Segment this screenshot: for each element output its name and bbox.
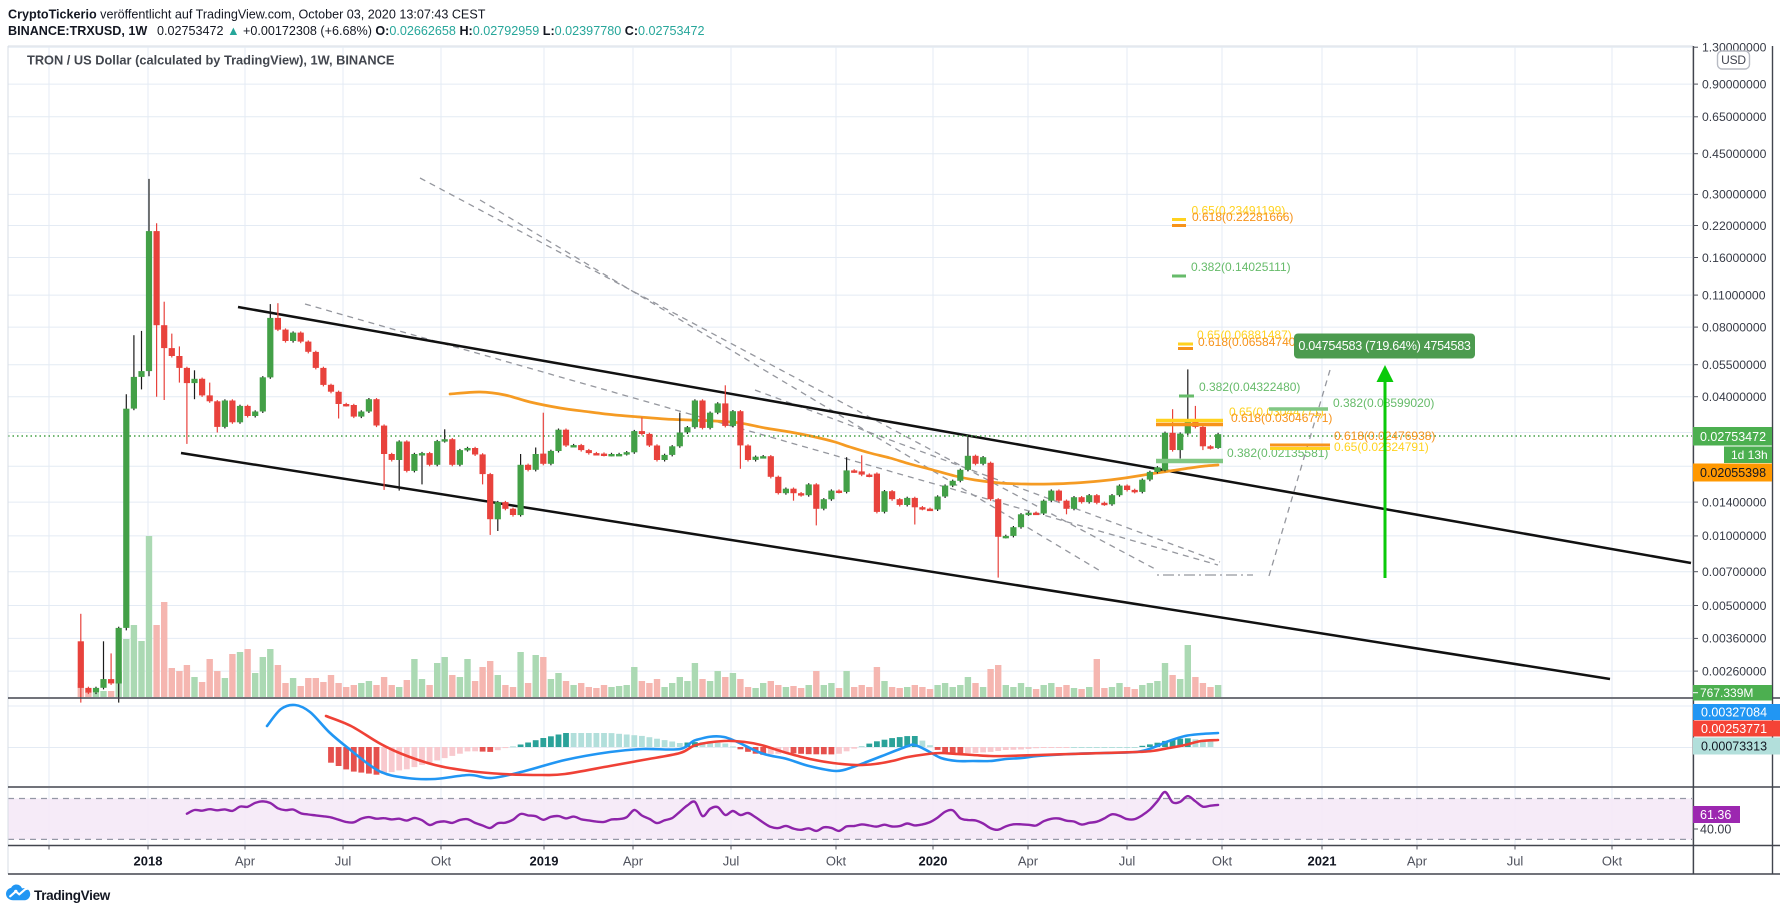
svg-text:0.01000000: 0.01000000	[1702, 529, 1767, 543]
svg-text:TRON / US Dollar (calculated b: TRON / US Dollar (calculated by TradingV…	[27, 53, 395, 68]
svg-text:0.11000000: 0.11000000	[1702, 288, 1766, 302]
svg-text:0.618(0.22281666): 0.618(0.22281666)	[1192, 210, 1293, 224]
svg-text:Apr: Apr	[235, 854, 256, 869]
svg-text:Jul: Jul	[335, 854, 352, 869]
svg-text:0.04000000: 0.04000000	[1702, 390, 1767, 404]
svg-text:0.00700000: 0.00700000	[1702, 565, 1767, 579]
svg-text:61.36: 61.36	[1700, 808, 1731, 822]
svg-text:Jul: Jul	[1119, 854, 1136, 869]
svg-text:0.382(0.14025111): 0.382(0.14025111)	[1191, 260, 1291, 274]
svg-text:0.00073313: 0.00073313	[1701, 740, 1767, 754]
svg-text:0.05500000: 0.05500000	[1702, 358, 1767, 372]
svg-text:0.01400000: 0.01400000	[1702, 495, 1767, 509]
svg-text:Okt: Okt	[1602, 854, 1623, 869]
svg-text:CryptoTickerio veröffentlicht: CryptoTickerio veröffentlicht auf Tradin…	[8, 8, 486, 22]
svg-text:0.90000000: 0.90000000	[1702, 77, 1767, 91]
svg-text:0.00260000: 0.00260000	[1702, 664, 1767, 678]
svg-text:0.00360000: 0.00360000	[1702, 632, 1767, 646]
svg-text:2019: 2019	[530, 854, 559, 869]
svg-text:0.02753472: 0.02753472	[1700, 430, 1766, 444]
svg-text:0.00500000: 0.00500000	[1702, 599, 1767, 613]
svg-text:0.618(0.03046771): 0.618(0.03046771)	[1231, 411, 1332, 425]
svg-text:0.30000000: 0.30000000	[1702, 188, 1767, 202]
svg-text:Okt: Okt	[1212, 854, 1233, 869]
svg-text:USD: USD	[1721, 53, 1746, 67]
svg-text:0.65(0.23491199): 0.65(0.23491199)	[1192, 204, 1286, 218]
svg-text:1d 13h: 1d 13h	[1731, 448, 1768, 462]
svg-text:0.65(0.02324791): 0.65(0.02324791)	[1334, 440, 1429, 454]
svg-text:BINANCE:TRXUSD, 1W 0.02753472: BINANCE:TRXUSD, 1W 0.02753472 ▲ +0.00172…	[8, 24, 705, 38]
svg-text:2018: 2018	[134, 854, 163, 869]
svg-text:Apr: Apr	[623, 854, 644, 869]
svg-text:2021: 2021	[1308, 854, 1337, 869]
svg-text:0.65000000: 0.65000000	[1702, 110, 1767, 124]
svg-text:0.00253771: 0.00253771	[1701, 722, 1767, 736]
svg-text:0.16000000: 0.16000000	[1702, 251, 1767, 265]
svg-text:Okt: Okt	[826, 854, 847, 869]
svg-text:2020: 2020	[919, 854, 948, 869]
svg-text:0.618(0.06584740): 0.618(0.06584740)	[1198, 335, 1299, 349]
svg-text:0.02055398: 0.02055398	[1700, 466, 1766, 480]
svg-text:Apr: Apr	[1018, 854, 1039, 869]
svg-text:767.339M: 767.339M	[1700, 686, 1753, 700]
svg-text:1.30000000: 1.30000000	[1702, 41, 1767, 55]
svg-text:0.00327084: 0.00327084	[1701, 706, 1767, 720]
svg-text:Jul: Jul	[1507, 854, 1524, 869]
svg-text:0.04754583 (719.64%) 4754583: 0.04754583 (719.64%) 4754583	[1298, 339, 1471, 353]
svg-text:TradingView: TradingView	[34, 888, 111, 903]
svg-text:Apr: Apr	[1407, 854, 1428, 869]
svg-text:0.22000000: 0.22000000	[1702, 219, 1767, 233]
svg-text:40.00: 40.00	[1700, 823, 1731, 837]
svg-text:0.382(0.04322480): 0.382(0.04322480)	[1199, 380, 1300, 394]
svg-text:Jul: Jul	[723, 854, 740, 869]
svg-text:Okt: Okt	[431, 854, 452, 869]
svg-text:0.08000000: 0.08000000	[1702, 320, 1767, 334]
svg-text:0.65(0.06881487): 0.65(0.06881487)	[1197, 328, 1292, 342]
svg-text:0.45000000: 0.45000000	[1702, 147, 1767, 161]
